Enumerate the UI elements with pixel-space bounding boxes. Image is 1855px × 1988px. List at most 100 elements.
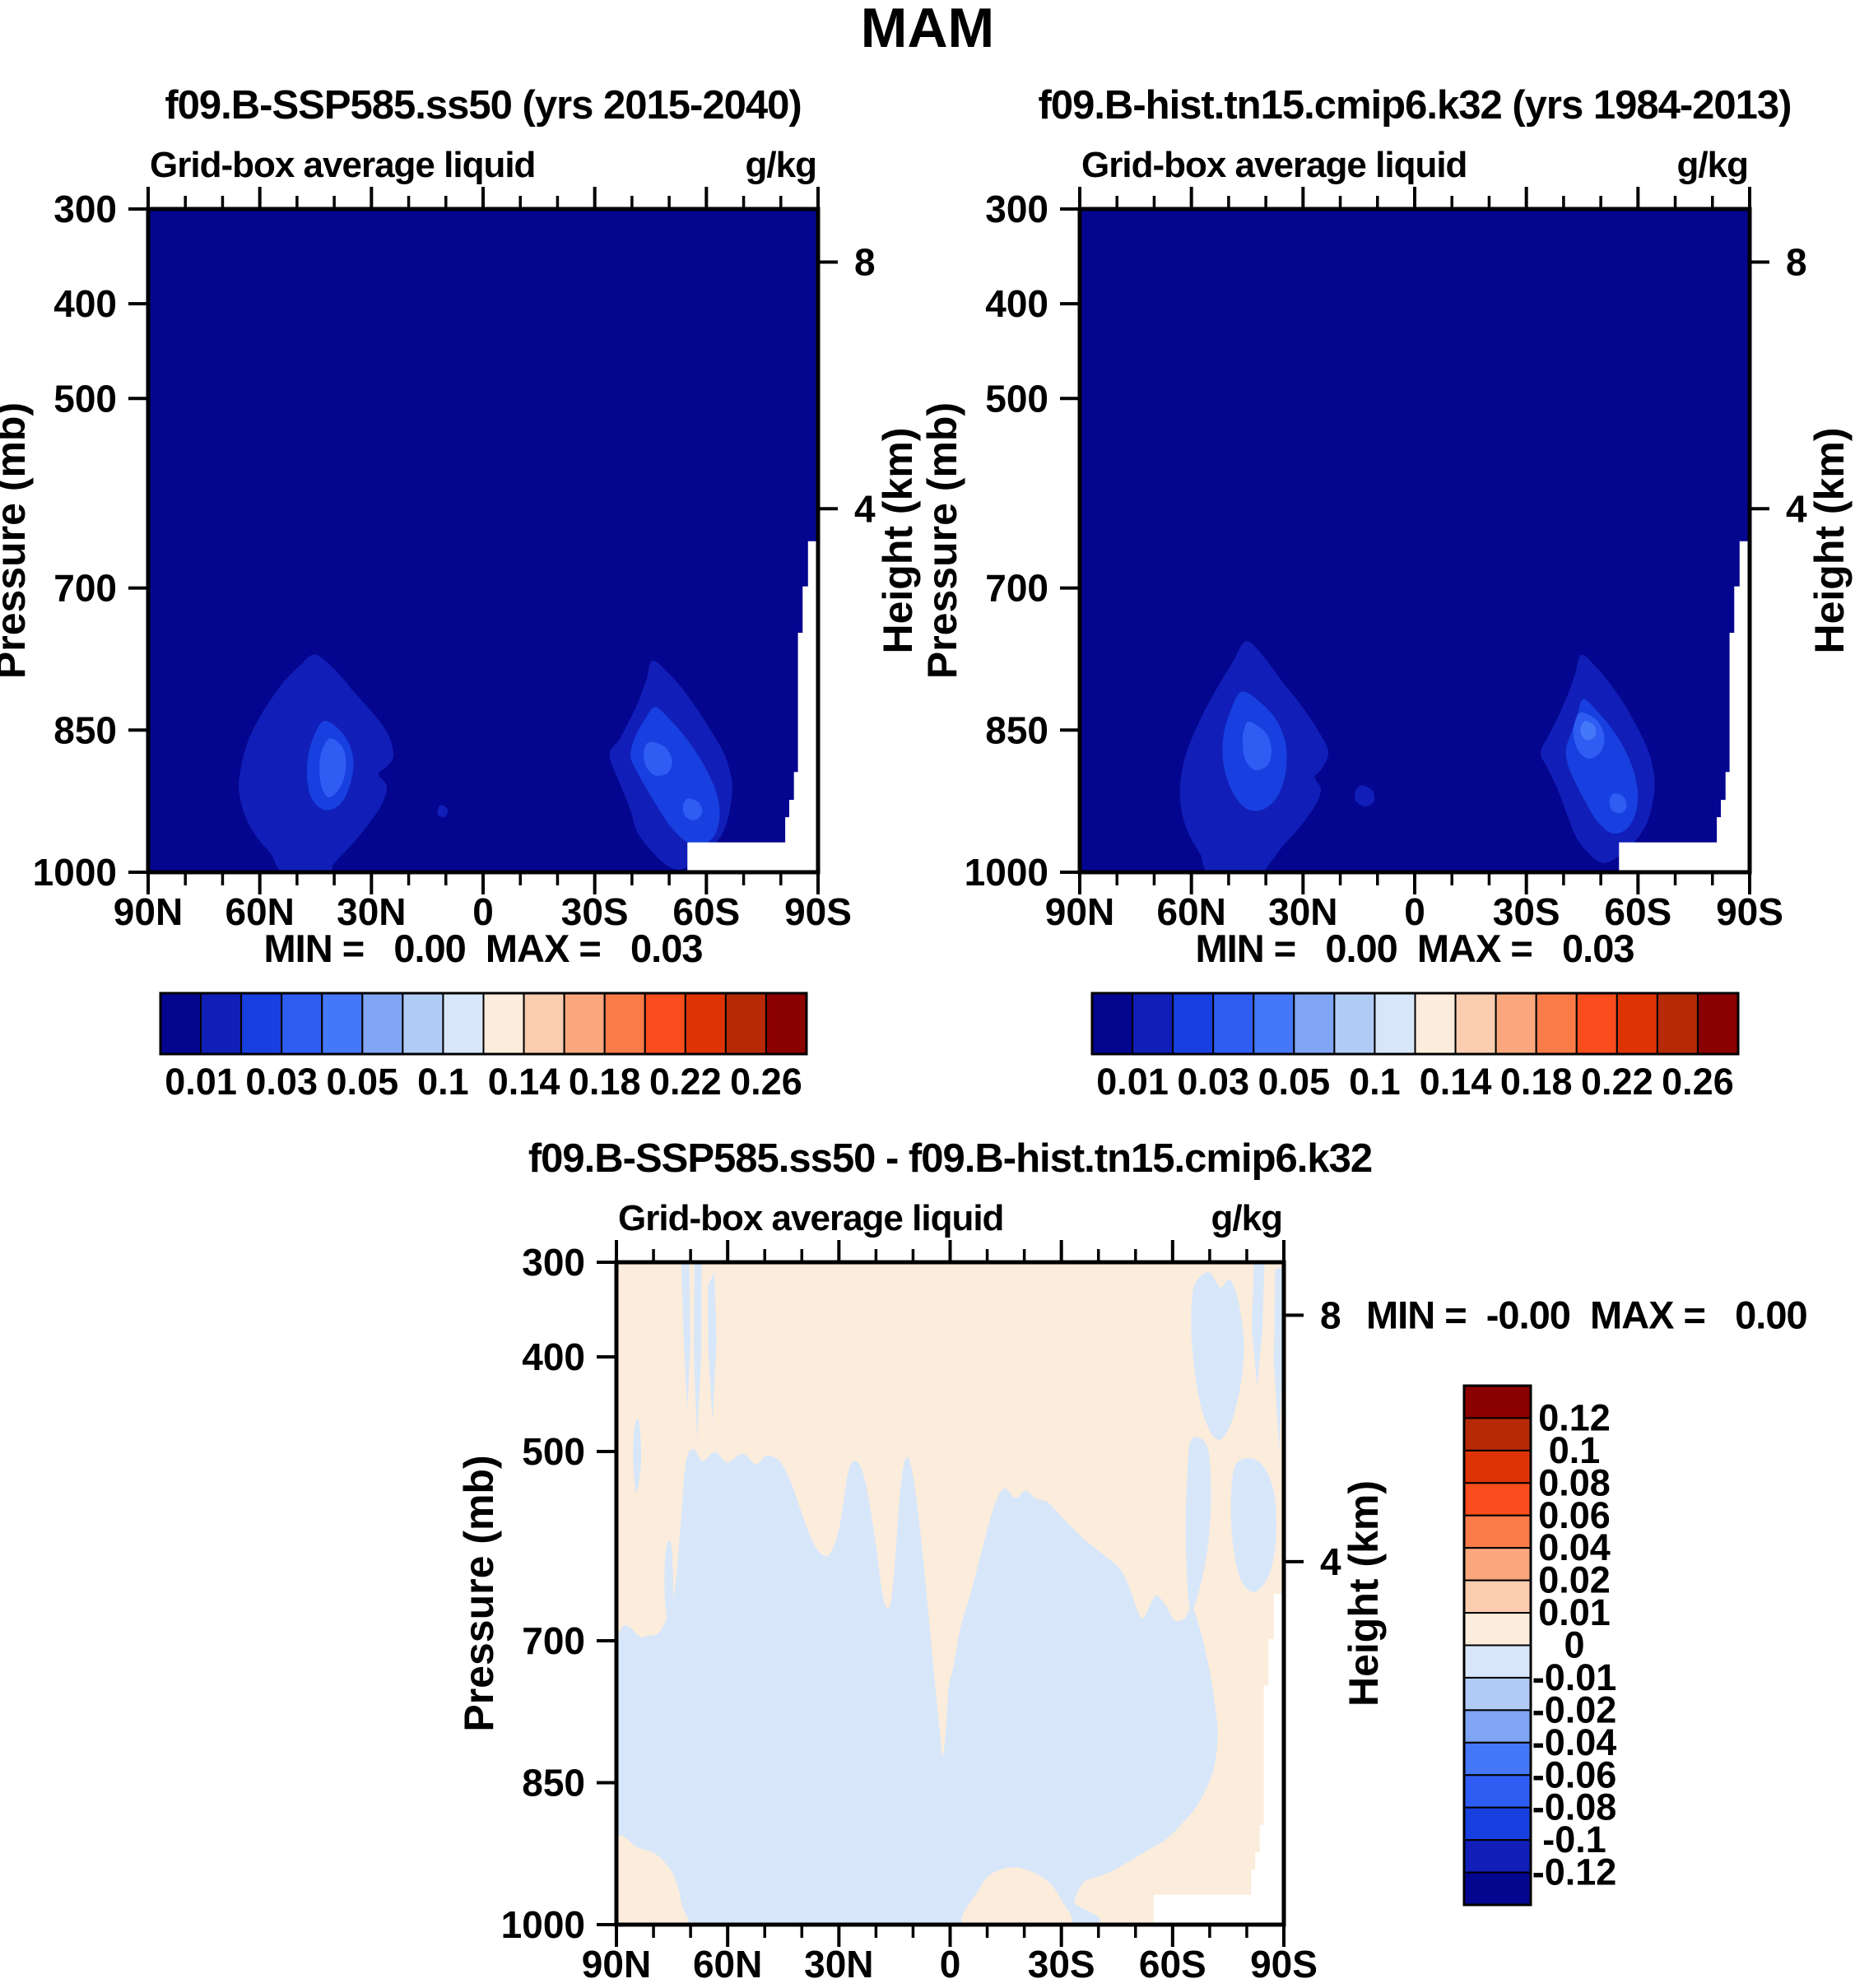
colorbar-box bbox=[523, 992, 565, 1055]
colorbar-border-2 bbox=[1462, 1384, 1532, 1907]
colorbar-box bbox=[1463, 1676, 1532, 1712]
panel-2: 90N 60N 30N 0 30S 60S 90S 300 400 500 700 850 1000 8 4… bbox=[456, 1136, 1808, 1986]
colorbar-box bbox=[1656, 992, 1699, 1055]
x-tick-label: 90N bbox=[114, 890, 183, 933]
contour-region-1-8 bbox=[1609, 793, 1627, 814]
colorbar-label: 0.26 bbox=[1662, 1061, 1734, 1103]
ticks-0 bbox=[128, 187, 838, 894]
colorbar-label: 0.05 bbox=[327, 1061, 399, 1103]
panel-title-1: f09.B-hist.tn15.cmip6.k32 (yrs 1984-2013… bbox=[1039, 83, 1792, 128]
contour-region-2-2 bbox=[694, 1262, 702, 1440]
contour-region-0-7 bbox=[682, 798, 703, 820]
colorbar-box bbox=[644, 992, 686, 1055]
colorbar-box bbox=[1575, 992, 1618, 1055]
colorbar-box bbox=[1414, 992, 1457, 1055]
colorbar-box bbox=[482, 992, 525, 1055]
colorbar-box bbox=[724, 992, 767, 1055]
colorbar-label: -0.06 bbox=[1532, 1753, 1617, 1795]
colorbar-label: 0.1 bbox=[1549, 1429, 1601, 1471]
pressure-tick-label: 300 bbox=[522, 1241, 585, 1284]
contour-region-1-2 bbox=[1242, 721, 1272, 771]
panel-subtitle-left-0: Grid-box average liquid bbox=[150, 145, 535, 185]
terrain-mask-0 bbox=[687, 541, 818, 872]
colorbar-label: -0.08 bbox=[1532, 1786, 1617, 1828]
colorbar-label: 0.03 bbox=[1177, 1061, 1249, 1103]
pressure-tick-label: 500 bbox=[522, 1430, 585, 1473]
colorbar-border-1 bbox=[1090, 992, 1740, 1056]
contour-field-2 bbox=[616, 1262, 1284, 1925]
colorbar-box bbox=[1463, 1871, 1532, 1906]
colorbar-box bbox=[1463, 1385, 1532, 1419]
colorbar-label: 0.08 bbox=[1538, 1461, 1611, 1503]
colorbar-box bbox=[1463, 1709, 1532, 1744]
pressure-tick-label: 500 bbox=[985, 377, 1048, 420]
height-tick-label: 4 bbox=[1320, 1540, 1341, 1583]
contour-region-2-8 bbox=[1273, 1267, 1284, 1452]
colorbar-box bbox=[1463, 1774, 1532, 1809]
height-tick-label: 4 bbox=[854, 487, 876, 530]
colorbar-label: 0.01 bbox=[1096, 1061, 1169, 1103]
contour-region-2-1 bbox=[681, 1262, 691, 1412]
colorbar-box bbox=[1495, 992, 1537, 1055]
contour-region-0-6 bbox=[644, 741, 672, 776]
height-axis-title-0: Height (km) bbox=[875, 428, 921, 654]
x-tick-label: 0 bbox=[940, 1943, 961, 1986]
colorbar-label: 0.14 bbox=[488, 1061, 560, 1103]
colorbar-label: 0.22 bbox=[649, 1061, 722, 1103]
colorbar-label: -0.01 bbox=[1532, 1656, 1617, 1698]
pressure-tick-label: 400 bbox=[985, 282, 1048, 325]
height-tick-label: 8 bbox=[1786, 240, 1807, 283]
colorbar-box bbox=[1463, 1417, 1532, 1452]
x-tick-label: 0 bbox=[1404, 890, 1425, 933]
x-tick-label: 30S bbox=[1028, 1943, 1095, 1986]
colorbar-label: 0.14 bbox=[1420, 1061, 1492, 1103]
height-axis-title-1: Height (km) bbox=[1806, 428, 1853, 654]
colorbar-box bbox=[1172, 992, 1215, 1055]
pressure-axis-title-1: Pressure (mb) bbox=[919, 402, 965, 679]
ticks-2 bbox=[597, 1240, 1304, 1947]
colorbar-box bbox=[442, 992, 485, 1055]
x-tick-label: 30N bbox=[804, 1943, 873, 1986]
terrain-mask-1 bbox=[1619, 541, 1750, 872]
pressure-tick-label: 850 bbox=[53, 708, 117, 751]
colorbar-label: 0.18 bbox=[1500, 1061, 1573, 1103]
colorbar-label: -0.02 bbox=[1532, 1688, 1617, 1730]
colorbar-box bbox=[1463, 1449, 1532, 1484]
contour-region-2-11 bbox=[616, 1835, 689, 1925]
x-tick-label: 60N bbox=[225, 890, 294, 933]
panel-title-0: f09.B-SSP585.ss50 (yrs 2015-2040) bbox=[165, 83, 801, 128]
colorbar-box bbox=[321, 992, 364, 1055]
contour-region-2-4 bbox=[633, 1419, 642, 1493]
contour-region-2-6 bbox=[1191, 1271, 1244, 1440]
contour-region-0-3 bbox=[437, 805, 449, 818]
contour-field-0 bbox=[148, 209, 818, 872]
pressure-tick-label: 700 bbox=[53, 567, 117, 610]
colorbar-box bbox=[1463, 1514, 1532, 1549]
contour-region-2-0 bbox=[616, 1449, 1218, 1925]
colorbar-box bbox=[1212, 992, 1255, 1055]
colorbar-label: 0.04 bbox=[1538, 1526, 1611, 1568]
colorbar-label: 0.01 bbox=[1538, 1591, 1611, 1633]
panel-subtitle-right-2: g/kg bbox=[1211, 1198, 1282, 1238]
panel-0: 90N 60N 30N 0 30S 60S 90S 300 400 500 700 850 1000 8 4… bbox=[0, 83, 921, 1103]
colorbar-label: -0.1 bbox=[1542, 1818, 1606, 1860]
colorbar-box bbox=[1463, 1806, 1532, 1842]
colorbar-box bbox=[1374, 992, 1416, 1055]
panel-1: 90N 60N 30N 0 30S 60S 90S 300 400 500 700 850 1000 8 4… bbox=[919, 83, 1853, 1103]
x-tick-label: 30S bbox=[561, 890, 629, 933]
pressure-tick-label: 850 bbox=[985, 708, 1048, 751]
colorbar-box bbox=[1535, 992, 1578, 1055]
colorbar-box bbox=[1696, 992, 1739, 1055]
minmax-caption-0: MIN = 0.00 MAX = 0.03 bbox=[263, 927, 702, 970]
colorbar-border-0 bbox=[159, 992, 808, 1056]
x-tick-label: 30N bbox=[1268, 890, 1337, 933]
colorbar-label: 0.22 bbox=[1581, 1061, 1653, 1103]
contour-region-2-5 bbox=[664, 1540, 674, 1623]
colorbar-box bbox=[361, 992, 404, 1055]
colorbar-box bbox=[1091, 992, 1134, 1055]
colorbar-label: 0.18 bbox=[569, 1061, 641, 1103]
pressure-axis-title-2: Pressure (mb) bbox=[456, 1455, 502, 1731]
x-tick-label: 90N bbox=[1045, 890, 1114, 933]
